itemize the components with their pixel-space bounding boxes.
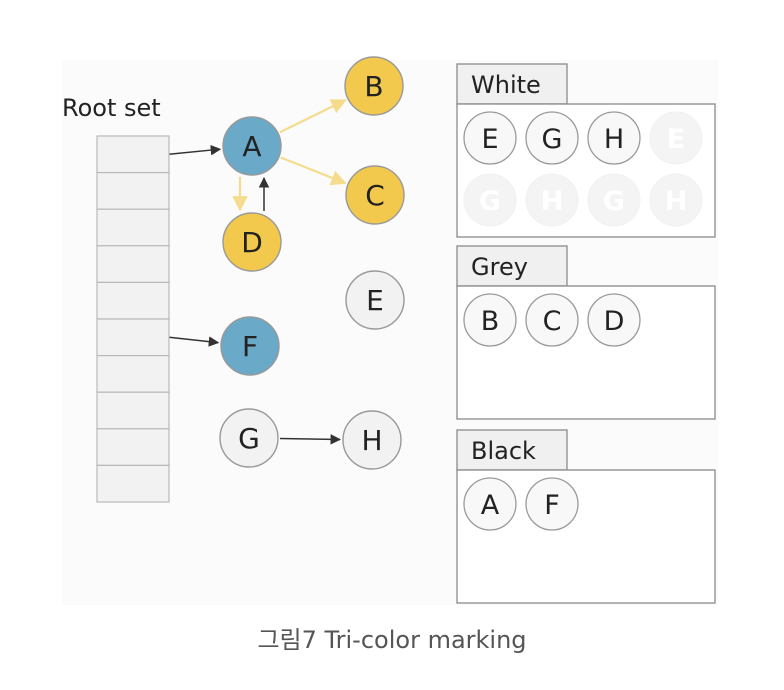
root-slot [96,135,170,174]
set-label: White [471,71,541,99]
node-label: A [242,130,261,163]
node-label: C [365,179,385,212]
root-slot [96,391,170,430]
edge-A-C [280,156,347,186]
set-item [463,293,517,347]
node-label: H [361,424,382,457]
node-label: B [364,70,383,103]
set-item-faded-label: G [479,186,501,217]
root-set-label: Root set [62,94,161,122]
root-slot [96,245,170,284]
set-item-faded-label: E [667,124,685,155]
set-item [587,293,641,347]
node-label: E [366,284,384,317]
set-item [525,477,579,531]
set-item-faded-label: H [665,186,688,217]
node-b: B [344,56,404,116]
node-f: F [220,316,280,376]
set-item [525,111,579,165]
root-slot [96,172,170,210]
root-slot [96,355,170,393]
root-slot [96,464,170,503]
set-grey: Grey B C D [456,245,716,420]
node-e: E [345,270,405,330]
figure-caption: 그림7 Tri-color marking [257,626,527,654]
edge-A-B [279,99,347,134]
set-item-label: G [542,124,563,155]
node-circle [220,316,280,376]
root-slot [96,428,170,466]
set-item-faded [587,173,641,227]
node-label: D [241,226,263,259]
node-circle [219,408,279,468]
set-black: Black A F [456,429,716,604]
node-circle [345,165,405,225]
node-circle [342,410,402,470]
nodes-layer: A B C D E F G H [219,56,405,470]
node-circle [344,56,404,116]
set-item-label: C [543,306,562,337]
node-h: H [342,410,402,470]
node-circle [222,212,282,272]
set-item-label: B [481,306,500,337]
set-label: Grey [471,253,528,281]
set-item [525,293,579,347]
set-tab [456,429,568,471]
set-item-label: H [604,124,624,155]
node-label: F [242,330,258,363]
root-set: Root set [62,94,170,503]
set-item-faded [525,173,579,227]
set-tab [456,245,568,287]
edge-root5-F [168,336,220,347]
root-slot [96,281,170,320]
set-item [587,111,641,165]
set-item [463,477,517,531]
set-tab [456,63,568,105]
root-slot [96,208,170,247]
node-c: C [345,165,405,225]
set-item-faded-label: G [603,186,625,217]
edges-layer [168,99,347,445]
node-label: G [238,422,260,455]
set-item-label: F [544,490,560,521]
set-item [463,111,517,165]
set-item-label: A [481,490,500,521]
set-item-label: D [604,306,625,337]
set-label: Black [471,437,536,465]
set-item-faded [463,173,517,227]
set-item-label: E [481,124,498,155]
root-slot [96,318,170,357]
set-item-faded [649,173,703,227]
node-a: A [222,116,282,176]
node-circle [345,270,405,330]
node-g: G [219,408,279,468]
edge-G-H [279,434,342,445]
node-circle [222,116,282,176]
edge-root0-A [168,144,222,156]
set-item-faded [649,111,703,165]
set-item-faded-label: H [541,186,564,217]
node-d: D [222,212,282,272]
